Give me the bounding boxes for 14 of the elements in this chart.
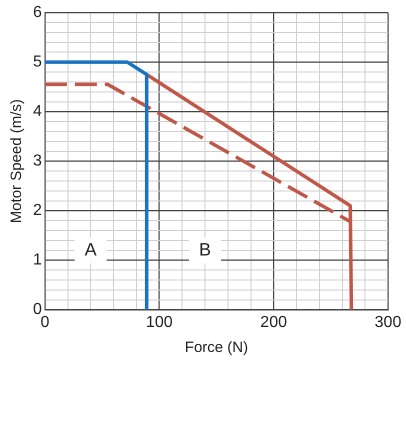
y-tick-label: 2 (32, 202, 42, 220)
y-tick-label: 6 (32, 4, 42, 22)
y-tick-label: 4 (32, 103, 42, 120)
x-axis-title: Force (N) (184, 339, 248, 356)
y-tick-label: 5 (32, 54, 42, 71)
y-tick-label: 3 (32, 152, 42, 170)
annotation: A (84, 239, 97, 260)
y-axis-title: Motor Speed (m/s) (8, 99, 26, 224)
y-tick-label: 0 (32, 301, 42, 318)
annotation: B (199, 239, 212, 260)
y-tick-label: 1 (32, 252, 42, 269)
x-tick-label: 300 (374, 314, 402, 331)
x-tick-label: 200 (260, 314, 288, 331)
x-tick-label: 100 (146, 314, 173, 331)
